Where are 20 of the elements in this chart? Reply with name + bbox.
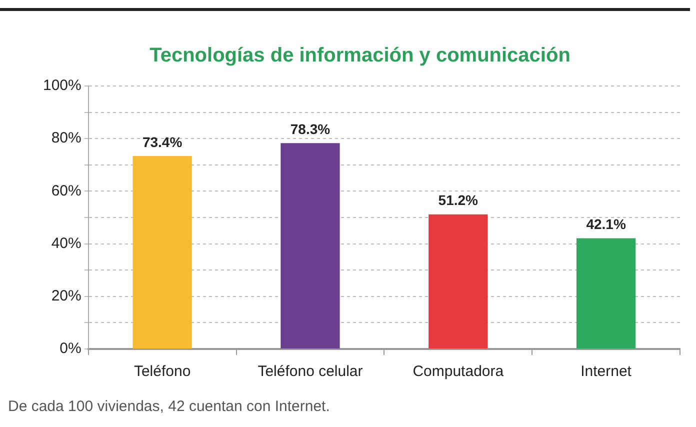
x-tick-label: Teléfono	[134, 363, 191, 380]
y-tick-label: 80%	[51, 130, 82, 147]
y-tick-label: 40%	[51, 234, 82, 252]
text: De cada 100 viviendas, 42 cuentan con Internet.	[8, 398, 330, 415]
y-tick-label: 0%	[60, 340, 82, 358]
bar	[576, 238, 636, 348]
y-tick-label: 20%	[51, 288, 82, 305]
chart-title: Tecnologías de información y comunicación	[150, 44, 570, 67]
data-label: 42.1%	[586, 216, 626, 232]
data-label: 78.3%	[290, 120, 331, 137]
x-tick-label: Teléfono celular	[258, 363, 363, 380]
x-tick-label: Computadora	[412, 363, 504, 380]
data-label: 73.4%	[142, 134, 183, 150]
y-tick-label: 60%	[51, 182, 82, 200]
bar	[132, 156, 192, 348]
x-tick-label: Internet	[580, 363, 632, 380]
bar	[280, 143, 340, 348]
bar	[428, 214, 488, 348]
data-label: 51.2%	[438, 192, 479, 208]
y-tick-label: 100%	[42, 77, 82, 94]
